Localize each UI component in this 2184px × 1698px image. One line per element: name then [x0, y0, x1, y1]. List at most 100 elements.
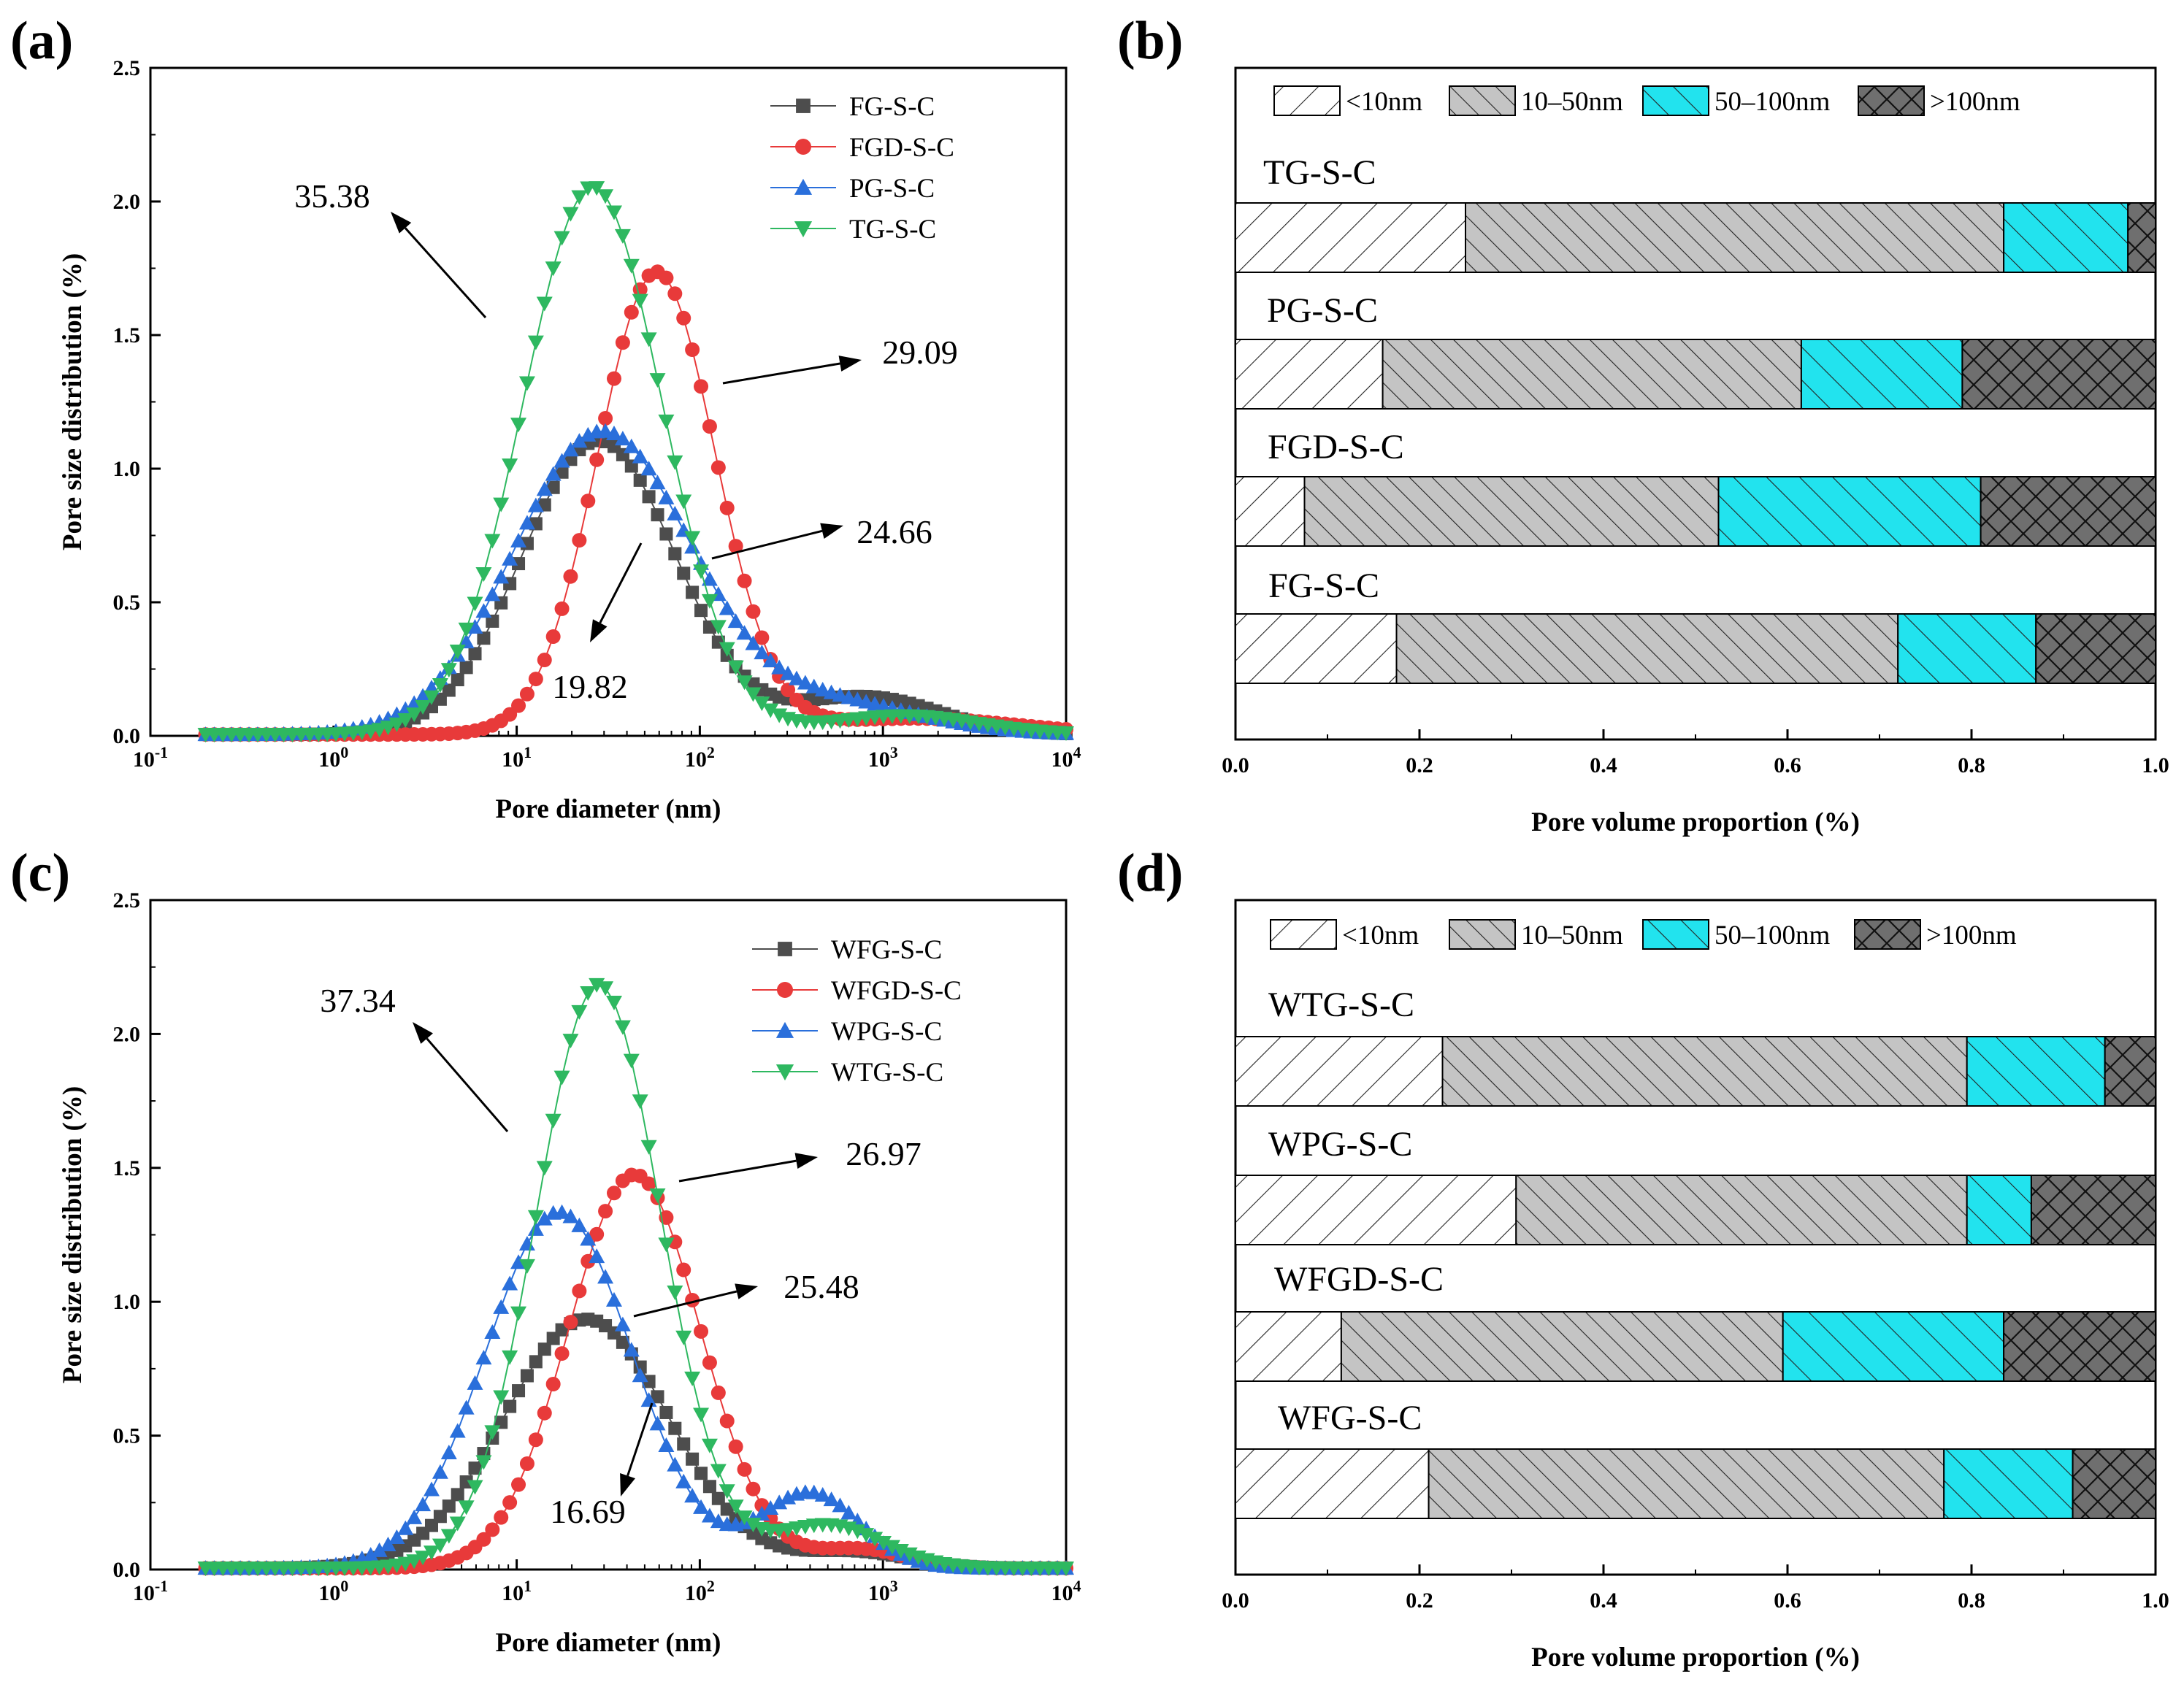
- annotation: 19.82: [552, 542, 643, 705]
- marker-triangle-down: [858, 1528, 875, 1543]
- marker-triangle-down: [658, 1237, 675, 1253]
- y-tick-label: 2.5: [113, 56, 141, 80]
- bar-segment: [1428, 1448, 1945, 1519]
- marker-triangle-down: [475, 1455, 492, 1470]
- marker-triangle-up: [780, 665, 797, 680]
- marker-triangle-down: [658, 414, 675, 429]
- marker-circle: [563, 569, 578, 584]
- annotation-value: 24.66: [857, 513, 932, 550]
- x-tick-label: 103: [868, 1577, 898, 1605]
- marker-square: [711, 1491, 725, 1505]
- bar-segment: [1303, 476, 1720, 547]
- legend-swatch: [1273, 85, 1341, 116]
- annotation: 26.97: [678, 1135, 922, 1183]
- marker-triangle-up: [597, 1269, 614, 1284]
- series-line: [205, 1211, 1066, 1570]
- x-tick-label: 0.8: [1958, 1588, 1985, 1613]
- annotation: 29.09: [722, 334, 958, 385]
- marker-triangle-down: [614, 1020, 631, 1035]
- panel-label: (a): [10, 11, 73, 71]
- x-tick-label: 104: [1051, 1577, 1081, 1605]
- marker-triangle-up: [536, 1210, 553, 1226]
- marker-circle: [710, 1385, 726, 1400]
- marker-triangle-up: [805, 1484, 822, 1499]
- arrow-head: [391, 212, 412, 234]
- marker-circle: [728, 1439, 743, 1454]
- category-label: PG-S-C: [1267, 291, 1378, 330]
- marker-triangle-down: [623, 1053, 640, 1069]
- marker-triangle-up: [632, 448, 648, 464]
- marker-triangle-up: [388, 1529, 405, 1545]
- marker-square: [694, 1467, 708, 1480]
- marker-triangle-up: [527, 497, 544, 512]
- marker-triangle-down: [649, 1188, 666, 1204]
- marker-triangle-up: [371, 1542, 388, 1557]
- marker-triangle-up: [775, 1021, 794, 1038]
- bar-segment: [1515, 1175, 1968, 1245]
- marker-triangle-down: [510, 1306, 527, 1321]
- marker-triangle-down: [449, 645, 466, 660]
- marker-square: [442, 1499, 456, 1513]
- marker-square: [694, 604, 708, 618]
- marker-triangle-down: [589, 181, 605, 196]
- x-tick-label: 101: [502, 1577, 532, 1605]
- marker-triangle-up: [527, 1221, 544, 1236]
- marker-square: [512, 557, 526, 571]
- annotation: 37.34: [320, 982, 509, 1132]
- marker-circle: [502, 1495, 518, 1510]
- panel-label: (c): [10, 843, 70, 903]
- y-tick-label: 1.5: [113, 1156, 141, 1180]
- y-tick-label: 2.5: [113, 888, 141, 913]
- marker-triangle-down: [736, 1510, 753, 1526]
- marker-triangle-down: [1058, 1561, 1074, 1577]
- marker-circle: [554, 1346, 570, 1361]
- marker-circle: [485, 1522, 500, 1537]
- legend-swatch: [1270, 919, 1337, 950]
- marker-triangle-down: [580, 986, 597, 1001]
- marker-circle: [511, 698, 526, 713]
- marker-triangle-up: [571, 1217, 588, 1232]
- marker-square: [477, 631, 491, 645]
- arrow-line: [722, 362, 840, 385]
- legend-swatch: [1642, 919, 1709, 950]
- marker-circle: [728, 539, 743, 554]
- legend-label: 10–50nm: [1521, 921, 1623, 950]
- marker-square: [686, 1452, 700, 1466]
- arrow-head: [620, 1473, 635, 1497]
- marker-triangle-down: [440, 663, 457, 678]
- legend-label: FGD-S-C: [849, 133, 954, 163]
- marker-triangle-up: [667, 1456, 683, 1472]
- bar-segment: [1235, 1175, 1517, 1245]
- marker-triangle-up: [589, 1248, 605, 1264]
- marker-square: [459, 1475, 473, 1488]
- marker-triangle-down: [493, 1390, 510, 1405]
- x-tick-label: 100: [318, 743, 348, 772]
- legend-label: PG-S-C: [849, 174, 935, 204]
- marker-triangle-down: [388, 717, 405, 732]
- x-tick-label: 0.2: [1406, 1588, 1433, 1613]
- y-tick-label: 0.5: [113, 591, 141, 615]
- marker-triangle-up: [675, 1473, 692, 1488]
- marker-circle: [537, 653, 552, 668]
- marker-circle: [641, 1176, 656, 1191]
- x-tick-label: 104: [1051, 743, 1081, 772]
- marker-circle: [667, 286, 683, 301]
- marker-square: [555, 465, 569, 479]
- annotation: 24.66: [711, 513, 932, 560]
- marker-triangle-up: [571, 433, 588, 448]
- marker-triangle-down: [719, 1484, 735, 1499]
- marker-triangle-up: [623, 438, 640, 453]
- bar-segment: [1235, 476, 1306, 547]
- marker-square: [778, 942, 792, 956]
- marker-triangle-down: [432, 678, 448, 694]
- bar-row-PG-S-C: PG-S-C: [1235, 291, 2156, 410]
- marker-triangle-down: [562, 207, 579, 222]
- marker-triangle-up: [814, 1487, 831, 1502]
- marker-circle: [598, 1204, 613, 1219]
- bar-segment: [2035, 613, 2156, 684]
- marker-triangle-down: [475, 567, 492, 583]
- marker-triangle-up: [467, 1375, 483, 1390]
- marker-circle: [545, 1377, 561, 1392]
- marker-square: [651, 1390, 664, 1404]
- marker-triangle-up: [771, 1494, 788, 1510]
